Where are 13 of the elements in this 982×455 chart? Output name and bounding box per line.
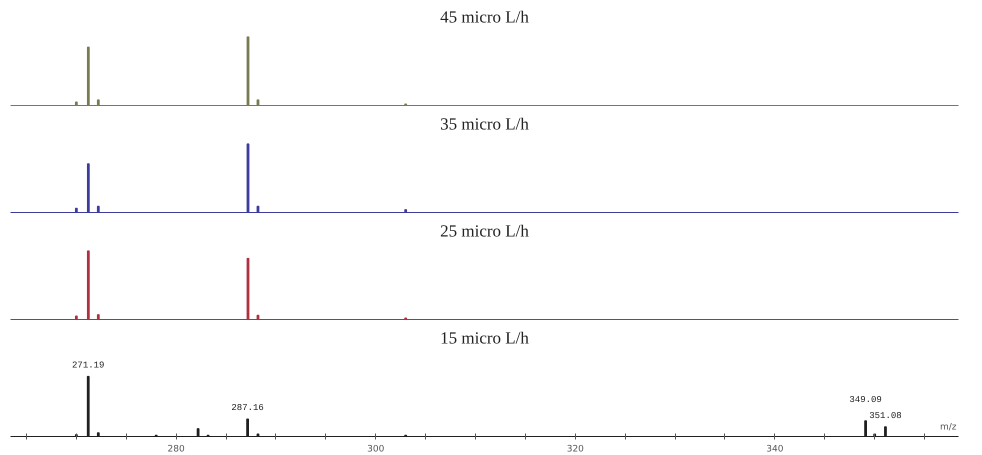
chart-title: 25 micro L/h [440,222,530,240]
annotation: 351.08 [869,410,902,421]
x-tick-label: 300 [367,444,385,454]
x-tick-label: 340 [766,444,784,454]
x-tick-label: 320 [566,444,584,454]
chart-title: 35 micro L/h [440,114,530,134]
annotation: 271.19 [72,360,104,370]
x-axis-title: m/z [940,422,957,432]
x-tick-label: 280 [168,444,186,454]
annotation: 349.09 [849,394,882,405]
chart-title: 45 micro L/h [440,8,530,26]
chart-title: 15 micro L/h [440,328,530,348]
annotation: 287.16 [231,403,264,414]
